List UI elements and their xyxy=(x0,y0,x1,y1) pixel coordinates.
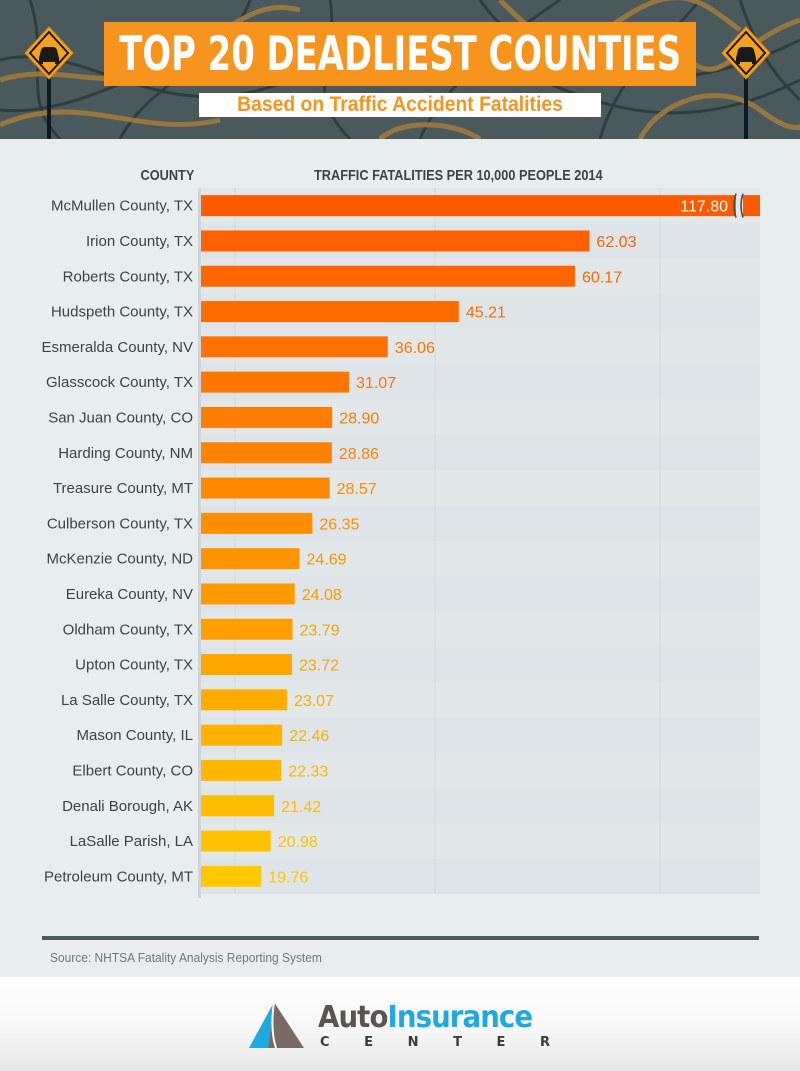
value-label: 23.72 xyxy=(299,658,339,675)
bar xyxy=(201,371,350,393)
category-label: Hudspeth County, TX xyxy=(51,304,193,321)
category-label: Upton County, TX xyxy=(75,657,193,674)
axis-break-gap xyxy=(736,195,743,217)
bar xyxy=(201,689,287,711)
value-label: 117.80 xyxy=(680,199,728,216)
subtitle-banner: Based on Traffic Accident Fatalities xyxy=(199,93,601,117)
bar xyxy=(201,795,275,817)
bar xyxy=(201,830,271,852)
value-label: 24.69 xyxy=(307,552,347,569)
category-label: Mason County, IL xyxy=(77,727,193,744)
bar xyxy=(201,512,313,534)
row-band xyxy=(201,858,760,894)
category-label: Petroleum County, MT xyxy=(44,868,193,885)
logo-letter: E xyxy=(496,1035,506,1050)
bar xyxy=(201,195,760,217)
source-note: Source: NHTSA Fatality Analysis Reportin… xyxy=(50,950,322,965)
logo-word-auto: Auto xyxy=(318,1000,388,1035)
bar-chart: McMullen County, TX 117.80 Irion County, T… xyxy=(42,188,760,898)
row-band xyxy=(201,717,760,753)
category-label: Glasscock County, TX xyxy=(46,374,193,391)
bar xyxy=(201,477,330,499)
value-label: 36.06 xyxy=(395,340,435,357)
logo-word-insurance: Insurance xyxy=(387,1000,533,1035)
category-label: Culberson County, TX xyxy=(47,515,193,532)
category-label: Oldham County, TX xyxy=(63,621,193,638)
bar xyxy=(201,724,283,746)
bar xyxy=(201,618,293,640)
category-label: McMullen County, TX xyxy=(51,198,193,215)
value-label: 28.57 xyxy=(337,481,377,498)
value-label: 26.35 xyxy=(319,516,359,533)
car-warning-sign-icon xyxy=(721,26,771,139)
value-label: 21.42 xyxy=(281,799,321,816)
category-label: LaSalle Parish, LA xyxy=(70,833,193,850)
value-label: 31.07 xyxy=(356,375,396,392)
category-label: Harding County, NM xyxy=(58,445,193,462)
divider xyxy=(42,936,759,940)
category-label: Eureka County, NV xyxy=(66,586,193,603)
value-label: 22.46 xyxy=(289,728,329,745)
value-label: 23.07 xyxy=(294,693,334,710)
bar xyxy=(201,336,388,358)
header-banner: TOP 20 DEADLIEST COUNTIES Based on Traff… xyxy=(0,0,800,139)
car-warning-sign-icon xyxy=(24,26,74,139)
value-label: 60.17 xyxy=(582,269,622,286)
logo-letter: T xyxy=(453,1035,462,1050)
value-label: 28.86 xyxy=(339,446,379,463)
value-label: 24.08 xyxy=(302,587,342,604)
logo-letter: N xyxy=(407,1035,419,1050)
bar xyxy=(201,301,459,323)
axis-break-mark xyxy=(733,193,744,218)
bar xyxy=(201,406,333,428)
footer xyxy=(0,977,800,1071)
logo-letter: E xyxy=(364,1035,374,1050)
category-label: Esmeralda County, NV xyxy=(42,339,193,356)
category-label: Roberts County, TX xyxy=(63,268,193,285)
row-band xyxy=(201,611,760,647)
bar xyxy=(201,442,332,464)
value-label: 19.76 xyxy=(268,869,308,886)
logo-letter: C xyxy=(320,1035,330,1050)
bar xyxy=(201,583,295,605)
value-label: 23.79 xyxy=(300,622,340,639)
category-label: San Juan County, CO xyxy=(48,409,193,426)
row-band xyxy=(201,788,760,824)
logo-wordmark: AutoInsurance xyxy=(318,1000,533,1035)
bar xyxy=(201,548,300,570)
x-axis-title: TRAFFIC FATALITIES PER 10,000 PEOPLE 201… xyxy=(314,167,603,184)
y-axis-line xyxy=(198,188,201,898)
row-band xyxy=(201,752,760,789)
logo-letter: R xyxy=(539,1035,550,1050)
logo-subtitle: C E N T E R xyxy=(320,1035,550,1050)
category-label: Treasure County, MT xyxy=(53,480,193,497)
category-label: La Salle County, TX xyxy=(61,692,193,709)
auto-insurance-center-logo: AutoInsurance C E N T E R xyxy=(246,1000,556,1060)
value-label: 45.21 xyxy=(466,305,506,322)
category-label: Elbert County, CO xyxy=(72,762,193,779)
value-label: 20.98 xyxy=(278,834,318,851)
bar xyxy=(201,230,590,252)
value-label: 62.03 xyxy=(596,234,636,251)
category-label: McKenzie County, ND xyxy=(47,551,194,568)
row-band xyxy=(201,823,760,859)
bar xyxy=(201,265,575,287)
row-band xyxy=(201,682,760,718)
y-axis-title: COUNTY xyxy=(140,167,194,184)
bar xyxy=(201,759,282,781)
value-label: 22.33 xyxy=(288,763,328,780)
bar xyxy=(201,654,292,676)
page-subtitle: Based on Traffic Accident Fatalities xyxy=(237,93,563,116)
mountain-logo-icon xyxy=(249,1001,304,1049)
category-label: Denali Borough, AK xyxy=(62,798,193,815)
title-banner: TOP 20 DEADLIEST COUNTIES xyxy=(104,22,696,86)
category-label: Irion County, TX xyxy=(86,233,193,250)
value-label: 28.90 xyxy=(339,410,379,427)
page-title: TOP 20 DEADLIEST COUNTIES xyxy=(119,26,681,82)
bar xyxy=(201,865,262,887)
row-band xyxy=(201,646,760,683)
